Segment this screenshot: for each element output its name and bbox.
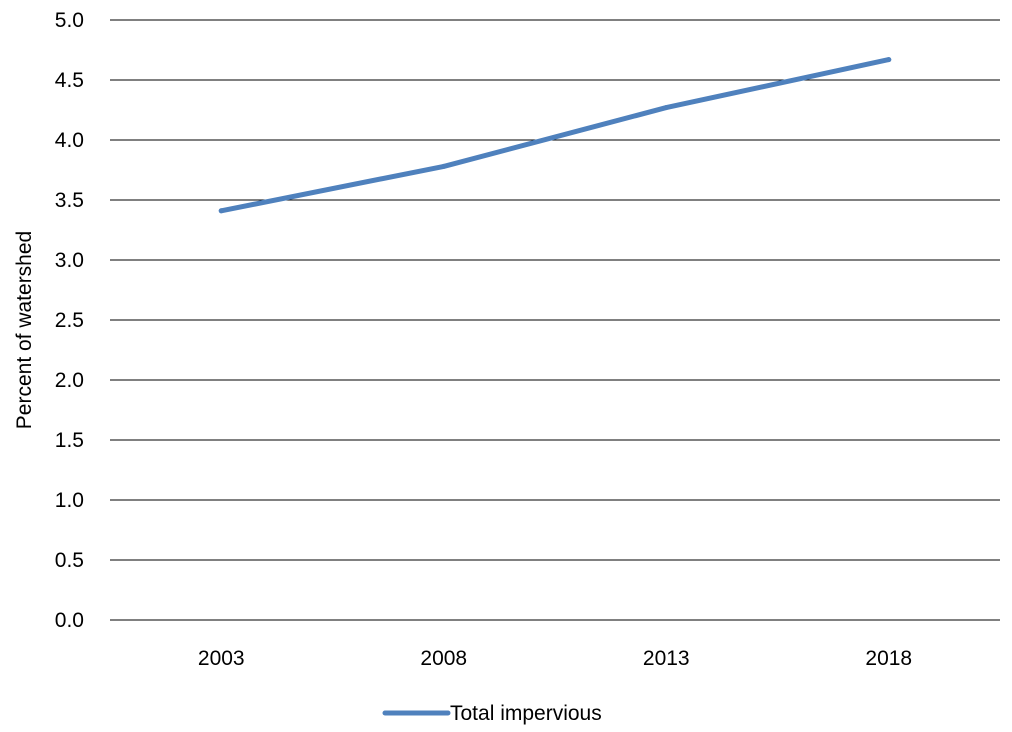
x-tick-label: 2013 (643, 647, 690, 670)
legend: Total impervious (382, 702, 602, 725)
y-tick-label: 0.0 (55, 609, 84, 632)
legend-label-total-impervious: Total impervious (450, 702, 602, 725)
y-tick-label: 4.0 (55, 129, 84, 152)
gridlines (110, 19, 1000, 621)
y-axis-ticks: 0.0 0.5 1.0 1.5 2.0 2.5 3.0 3.5 4.0 4.5 5.0 (55, 9, 84, 632)
series-lines (218, 57, 892, 214)
y-tick-label: 1.0 (55, 489, 84, 512)
y-tick-label: 1.5 (55, 429, 84, 452)
y-tick-label: 0.5 (55, 549, 84, 572)
y-tick-label: 2.0 (55, 369, 84, 392)
x-tick-label: 2003 (198, 647, 245, 670)
y-tick-label: 3.0 (55, 249, 84, 272)
x-tick-label: 2018 (865, 647, 912, 670)
series-line-total-impervious (218, 57, 892, 214)
x-tick-label: 2008 (420, 647, 467, 670)
y-tick-label: 2.5 (55, 309, 84, 332)
data-point-2008 (441, 163, 447, 169)
y-axis-title: Percent of watershed (13, 231, 36, 429)
y-tick-label: 3.5 (55, 189, 84, 212)
y-tick-label: 5.0 (55, 9, 84, 32)
data-point-2018 (886, 57, 892, 63)
x-axis-ticks: 2003 2008 2013 2018 (198, 647, 912, 670)
data-point-2003 (218, 208, 224, 214)
y-tick-label: 4.5 (55, 69, 84, 92)
data-point-2013 (663, 105, 669, 111)
